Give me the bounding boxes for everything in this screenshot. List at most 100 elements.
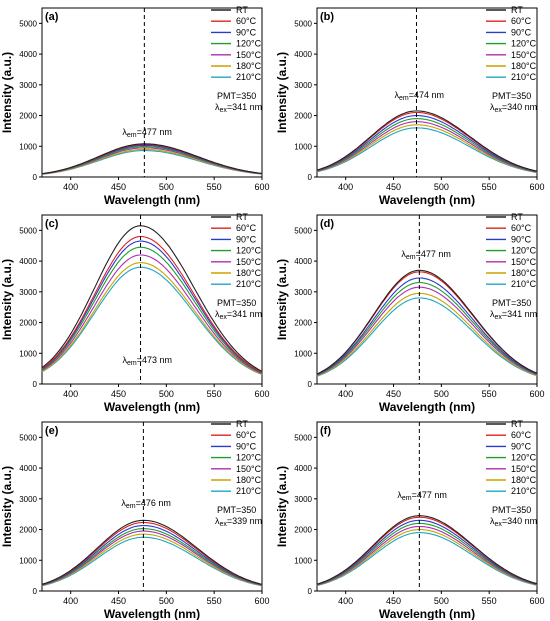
plot-frame (316, 7, 538, 178)
x-tick-label: 400 (63, 596, 78, 606)
series-line-60C (41, 521, 263, 586)
pmt-label: PMT=350 (217, 91, 256, 101)
panel-label: (e) (45, 425, 59, 437)
legend-label: 120°C (511, 39, 537, 49)
y-tick-label: 4000 (19, 464, 37, 473)
legend-label: 90°C (511, 234, 532, 244)
legend-label: 150°C (511, 257, 537, 267)
series-line-180C (41, 262, 263, 375)
y-tick-label: 0 (308, 380, 313, 389)
plot-group-c: 400 450 500 550 600 0 1000 2000 3000 4000 5000 Wave… (0, 212, 270, 414)
legend-label: 150°C (236, 50, 262, 60)
legend-label: 180°C (511, 268, 537, 278)
series-line-180C (41, 533, 263, 587)
legend-label: 180°C (236, 268, 262, 278)
y-tick-label: 3000 (294, 81, 312, 90)
series-line-90C (316, 114, 538, 173)
x-tick-label: 600 (529, 389, 544, 399)
x-tick-label: 500 (159, 389, 174, 399)
lambda-em-label: λem=473 nm (123, 355, 173, 367)
pmt-label: PMT=350 (492, 298, 531, 308)
y-tick-label: 2000 (19, 319, 37, 328)
chart-panel-f: 400 450 500 550 600 0 1000 2000 3000 4000 5000 Wave… (275, 414, 550, 621)
legend-label: RT (511, 419, 523, 429)
x-axis-title: Wavelength (nm) (379, 400, 475, 414)
y-tick-label: 5000 (294, 19, 312, 28)
legend-label: 60°C (511, 430, 532, 440)
legend-label: 210°C (511, 279, 537, 289)
series-line-210C (41, 150, 263, 175)
plot-frame (316, 214, 538, 385)
series-line-210C (316, 127, 538, 174)
series-line-90C (41, 240, 263, 373)
legend-label: 180°C (236, 475, 262, 485)
y-tick-label: 1000 (19, 142, 37, 151)
chart-svg-e: 400 450 500 550 600 0 1000 2000 3000 4000 5000 Wave… (0, 419, 270, 620)
legend-label: RT (236, 419, 248, 429)
y-tick-label: 1000 (19, 349, 37, 358)
plot-group-e: 400 450 500 550 600 0 1000 2000 3000 4000 5000 Wave… (0, 419, 270, 620)
y-tick-label: 5000 (19, 19, 37, 28)
series-line-180C (316, 529, 538, 586)
panel-label: (b) (320, 11, 334, 23)
chart-svg-a: 400 450 500 550 600 0 1000 2000 3000 4000 5000 Wave… (0, 5, 270, 207)
x-tick-label: 450 (386, 389, 401, 399)
lambda-em-label: λem=477 nm (401, 249, 451, 261)
y-tick-label: 4000 (294, 257, 312, 266)
x-tick-label: 550 (482, 389, 497, 399)
x-axis-title: Wavelength (nm) (379, 607, 475, 620)
x-tick-label: 450 (111, 182, 126, 192)
legend-label: 90°C (236, 27, 257, 37)
x-axis-title: Wavelength (nm) (379, 193, 475, 207)
legend-label: 210°C (236, 72, 262, 82)
lambda-em-label: λem=476 nm (121, 498, 171, 510)
x-tick-label: 550 (482, 182, 497, 192)
x-tick-label: 600 (254, 182, 269, 192)
plot-group-a: 400 450 500 550 600 0 1000 2000 3000 4000 5000 Wave… (0, 5, 270, 207)
y-tick-label: 3000 (294, 495, 312, 504)
legend-label: 90°C (511, 27, 532, 37)
legend-label: RT (236, 212, 248, 222)
legend-label: 150°C (236, 464, 262, 474)
series-line-120C (316, 118, 538, 173)
legend-label: 60°C (236, 16, 257, 26)
pmt-label: PMT=350 (217, 298, 256, 308)
x-tick-label: 500 (434, 182, 449, 192)
y-tick-label: 2000 (19, 526, 37, 535)
panel-label: (d) (320, 218, 334, 230)
y-axis-title: Intensity (a.u.) (275, 466, 289, 547)
series-line-150C (316, 525, 538, 586)
chart-svg-f: 400 450 500 550 600 0 1000 2000 3000 4000 5000 Wave… (275, 419, 545, 620)
series-line-RT (41, 225, 263, 372)
lambda-em-label: λem=474 nm (394, 90, 444, 102)
series-line-90C (316, 277, 538, 376)
legend-label: RT (236, 5, 248, 15)
plot-group-f: 400 450 500 550 600 0 1000 2000 3000 4000 5000 Wave… (275, 419, 545, 620)
x-tick-label: 400 (338, 596, 353, 606)
lambda-em-label: λem=477 nm (397, 490, 447, 502)
x-tick-label: 450 (111, 389, 126, 399)
x-tick-label: 400 (63, 182, 78, 192)
y-axis-title: Intensity (a.u.) (0, 52, 14, 133)
legend-label: 120°C (511, 453, 537, 463)
chart-panel-c: 400 450 500 550 600 0 1000 2000 3000 4000 5000 Wave… (0, 207, 275, 414)
y-tick-label: 0 (308, 173, 313, 182)
y-tick-label: 4000 (19, 50, 37, 59)
panel-label: (f) (320, 425, 331, 437)
legend-label: 210°C (511, 72, 537, 82)
x-tick-label: 600 (529, 182, 544, 192)
legend-label: 180°C (511, 475, 537, 485)
series-line-120C (41, 246, 263, 374)
lambda-em-label: λem=477 nm (122, 127, 172, 139)
y-tick-label: 3000 (19, 495, 37, 504)
series-line-RT (41, 519, 263, 585)
legend-label: 210°C (236, 279, 262, 289)
x-tick-label: 450 (386, 596, 401, 606)
plot-frame (41, 7, 263, 178)
x-tick-label: 550 (207, 182, 222, 192)
legend-label: 120°C (236, 39, 262, 49)
x-tick-label: 550 (482, 596, 497, 606)
y-tick-label: 4000 (294, 464, 312, 473)
pmt-label: PMT=350 (492, 505, 531, 515)
lambda-ex-label: λex=341 nm (215, 309, 262, 321)
